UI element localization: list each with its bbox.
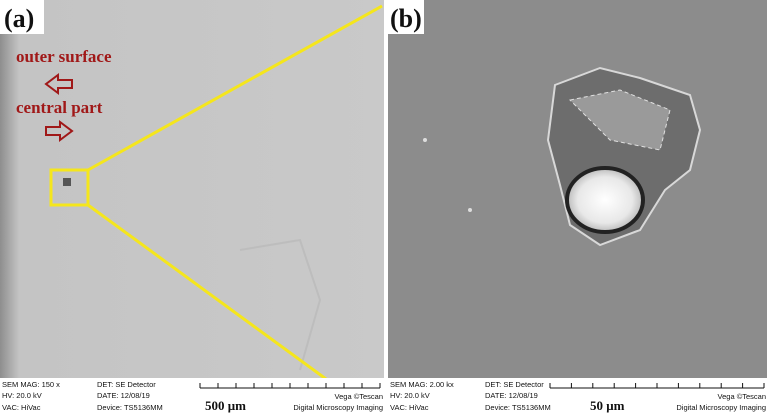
inclusion — [567, 168, 643, 232]
panel-label: (a) — [4, 4, 34, 33]
scale-label: 500 μm — [205, 398, 246, 413]
info-text: VAC: HiVac — [2, 403, 41, 412]
panel-label: (b) — [390, 4, 422, 33]
info-text: Device: TS5136MM — [485, 403, 551, 412]
info-text: Vega ©Tescan — [335, 392, 383, 401]
defect-a — [63, 178, 71, 186]
info-text: SEM MAG: 150 x — [2, 380, 60, 389]
particle — [468, 208, 472, 212]
figure: (a) outer surface central part (b) SEM M… — [0, 0, 767, 417]
info-text: DET: SE Detector — [97, 380, 156, 389]
particle — [423, 138, 427, 142]
info-text: Device: TS5136MM — [97, 403, 163, 412]
annotation: outer surface — [16, 47, 112, 66]
info-text: Vega ©Tescan — [718, 392, 766, 401]
annotation: central part — [16, 98, 103, 117]
info-text: VAC: HiVac — [390, 403, 429, 412]
info-text: DATE: 12/08/19 — [485, 391, 538, 400]
info-text: Digital Microscopy Imaging — [293, 403, 383, 412]
info-text: DATE: 12/08/19 — [97, 391, 150, 400]
info-text: HV: 20.0 kV — [2, 391, 42, 400]
info-text: HV: 20.0 kV — [390, 391, 430, 400]
info-text: SEM MAG: 2.00 kx — [390, 380, 454, 389]
info-text: Digital Microscopy Imaging — [676, 403, 766, 412]
scale-label: 50 μm — [590, 398, 625, 413]
info-text: DET: SE Detector — [485, 380, 544, 389]
